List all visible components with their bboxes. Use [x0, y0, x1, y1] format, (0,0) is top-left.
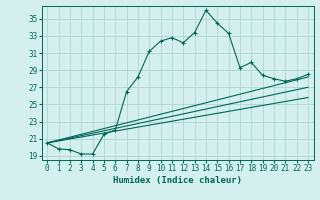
- X-axis label: Humidex (Indice chaleur): Humidex (Indice chaleur): [113, 176, 242, 185]
